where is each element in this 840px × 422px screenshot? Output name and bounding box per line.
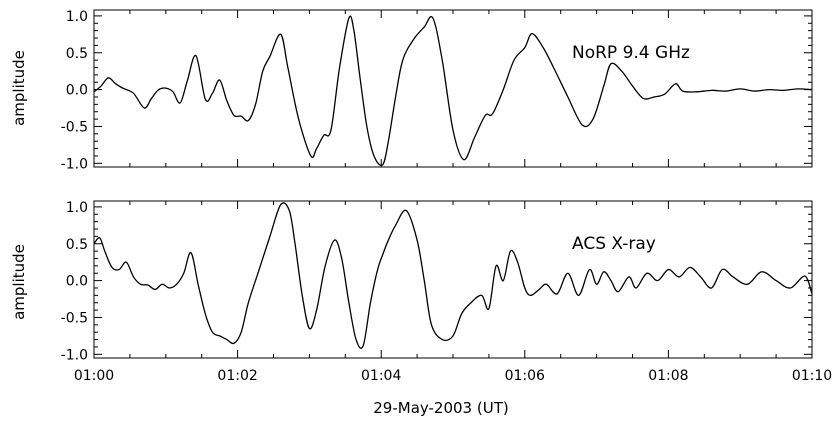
panel0-y-tick-label: -0.5 xyxy=(61,119,88,135)
top-ylabel: amplitude xyxy=(10,50,28,126)
bottom-annotation: ACS X-ray xyxy=(572,234,656,254)
top-panel: -1.0 -0.5 0.0 0.5 1.0 xyxy=(61,9,813,172)
panel0-y-tick-label: -1.0 xyxy=(61,156,88,172)
panel0-series-line xyxy=(93,15,813,167)
panel1-y-tick-label: 1.0 xyxy=(66,200,88,216)
panel0-y-tick-label: 0.5 xyxy=(66,46,88,62)
bottom-panel: -1.0 -0.5 0.0 0.5 1.0 01:00 01:02 01:04 01:06 01:… xyxy=(61,200,833,384)
panel1-x-tick-label: 01:02 xyxy=(217,368,257,384)
panel1-x-tick-label: 01:00 xyxy=(74,368,114,384)
panel0-frame xyxy=(93,9,813,168)
panel1-y-tick-label: 0.5 xyxy=(66,237,88,253)
panel1-x-tick-label: 01:08 xyxy=(648,368,688,384)
panel1-x-tick-label: 01:06 xyxy=(505,368,545,384)
panel1-x-tick-label: 01:10 xyxy=(792,368,832,384)
panel1-series-line xyxy=(93,202,813,349)
panel1-y-tick-label: 0.0 xyxy=(66,274,88,290)
panel1-y-tick-label: -0.5 xyxy=(61,310,88,326)
panel0-y-tick-label: 0.0 xyxy=(66,83,88,99)
x-axis-label: 29-May-2003 (UT) xyxy=(373,399,508,417)
panel1-x-tick-label: 01:04 xyxy=(361,368,401,384)
top-annotation: NoRP 9.4 GHz xyxy=(572,43,690,63)
panel1-y-tick-label: -1.0 xyxy=(61,347,88,363)
panel1-frame xyxy=(93,200,813,359)
bottom-ylabel: amplitude xyxy=(10,244,28,320)
panel0-y-tick-label: 1.0 xyxy=(66,9,88,25)
